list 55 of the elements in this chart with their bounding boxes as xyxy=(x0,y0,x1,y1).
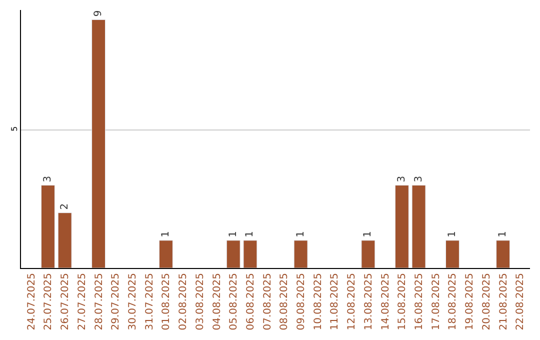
x-tick-label: 04.08.2025 xyxy=(212,273,223,330)
data-label: 1 xyxy=(295,231,306,238)
x-tick-label: 29.07.2025 xyxy=(110,273,122,330)
data-label: 1 xyxy=(244,231,256,238)
x-tick-label: 20.08.2025 xyxy=(481,273,492,330)
x-tick-label: 26.07.2025 xyxy=(60,273,72,330)
x-tick-label: 30.07.2025 xyxy=(127,273,138,330)
x-tick-label: 05.08.2025 xyxy=(228,273,240,330)
x-tick-label: 21.08.2025 xyxy=(498,273,510,330)
x-tick-label: 19.08.2025 xyxy=(464,273,476,330)
bar xyxy=(394,184,409,268)
x-tick-label: 10.08.2025 xyxy=(312,273,324,330)
data-label: 1 xyxy=(446,231,458,238)
x-tick-label: 01.08.2025 xyxy=(161,273,172,330)
bar xyxy=(445,240,460,268)
x-tick-label: 17.08.2025 xyxy=(430,273,442,330)
x-tick-label: 07.08.2025 xyxy=(262,273,274,330)
bar xyxy=(412,184,426,268)
data-label: 3 xyxy=(413,176,424,182)
data-label: 3 xyxy=(396,176,408,182)
bar xyxy=(226,240,240,268)
x-tick-label: 11.08.2025 xyxy=(330,273,341,330)
data-label: 1 xyxy=(160,231,172,238)
x-tick-label: 25.07.2025 xyxy=(43,273,54,330)
x-tick-label: 16.08.2025 xyxy=(414,273,426,330)
bar xyxy=(40,184,55,268)
bar xyxy=(361,240,376,268)
x-tick-label: 08.08.2025 xyxy=(279,273,290,330)
x-tick-label: 28.07.2025 xyxy=(94,273,105,330)
x-tick-label: 06.08.2025 xyxy=(245,273,256,330)
x-tick-label: 13.08.2025 xyxy=(363,273,374,330)
x-tick-label: 12.08.2025 xyxy=(346,273,358,330)
data-label: 1 xyxy=(228,231,239,238)
data-label: 1 xyxy=(498,231,509,238)
bar xyxy=(158,240,173,268)
x-tick-label: 24.07.2025 xyxy=(26,273,38,330)
bar xyxy=(92,19,106,268)
data-label: 9 xyxy=(93,10,104,17)
x-tick-label: 27.07.2025 xyxy=(76,273,88,330)
x-tick-label: 03.08.2025 xyxy=(194,273,206,330)
x-tick-label: 02.08.2025 xyxy=(178,273,190,330)
bar xyxy=(294,240,308,268)
y-tick-label: 5 xyxy=(10,126,19,132)
x-tick-label: 22.08.2025 xyxy=(515,273,526,330)
x-tick-label: 09.08.2025 xyxy=(296,273,308,330)
x-tick-label: 31.07.2025 xyxy=(144,273,156,330)
bar xyxy=(243,240,258,268)
data-label: 2 xyxy=(59,203,70,210)
bar xyxy=(496,240,510,268)
x-tick-label: 18.08.2025 xyxy=(448,273,459,330)
data-label: 3 xyxy=(42,176,54,182)
bar xyxy=(58,212,72,268)
x-tick-label: 14.08.2025 xyxy=(380,273,392,330)
data-label: 1 xyxy=(362,231,374,238)
x-tick-label: 15.08.2025 xyxy=(397,273,408,330)
